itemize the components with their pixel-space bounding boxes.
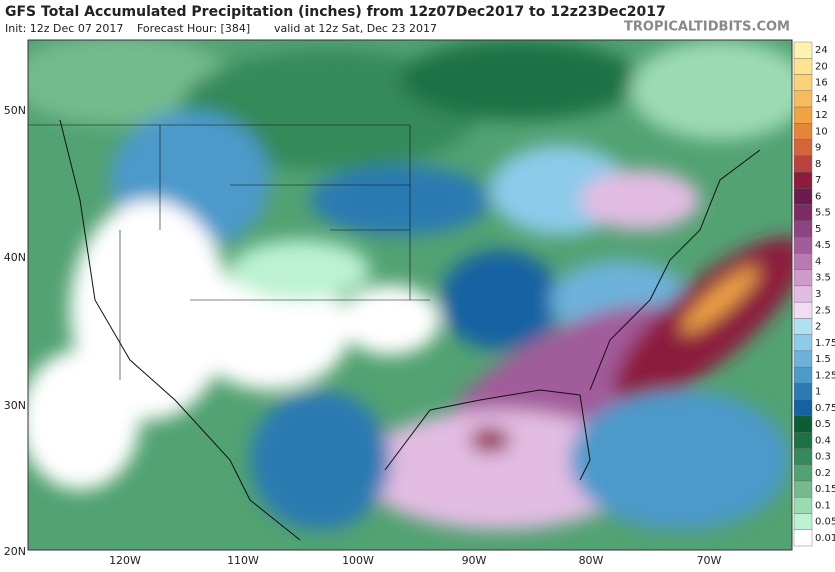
colorbar-label: 0.1 [815,500,831,511]
colorbar-swatch [793,171,813,189]
colorbar-swatch [793,464,813,482]
colorbar-swatch [793,513,813,530]
colorbar-label: 12 [815,110,828,121]
colorbar-label: 1.75 [815,338,835,349]
colorbar-label: 3.5 [815,273,831,284]
colorbar-label: 1.5 [815,354,831,365]
borders [28,124,430,380]
colorbar-swatch [793,139,813,157]
watermark: TROPICALTIDBITS.COM [624,20,790,35]
colorbar-label: 14 [815,94,828,105]
lat-label: 30N [4,399,26,412]
lon-label: 70W [697,554,722,567]
lon-label: 110W [227,554,259,567]
colorbar-label: 5.5 [815,208,831,219]
colorbar-label: 0.75 [815,403,835,414]
colorbar-swatch [793,41,813,59]
lon-label: 100W [342,554,374,567]
colorbar-swatch [793,431,813,449]
colorbar-label: 0.05 [815,517,835,528]
colorbar-label: 7 [815,175,821,186]
colorbar-swatch [793,106,813,124]
colorbar-label: 10 [815,126,828,137]
precip-map [28,40,792,550]
colorbar-label: 2.5 [815,305,831,316]
colorbar-swatch [793,253,813,270]
colorbar-label: 0.4 [815,435,831,446]
colorbar-swatch [793,497,813,514]
lon-label: 120W [109,554,141,567]
colorbar-swatch [793,220,813,238]
colorbar-swatch [793,529,813,547]
colorbar-label: 16 [815,78,828,89]
map-frame [27,39,793,551]
lon-label: 90W [462,554,487,567]
colorbar-swatch [793,285,813,303]
lat-label: 20N [4,545,26,558]
coastline [59,119,761,541]
lon-label: 80W [579,554,604,567]
colorbar-swatch [793,350,813,368]
colorbar-swatch [793,318,813,335]
valid-time: valid at 12z Sat, Dec 23 2017 [274,22,437,35]
colorbar-label: 0.01 [815,533,835,544]
title: GFS Total Accumulated Precipitation (inc… [5,4,666,20]
colorbar-label: 6 [815,191,821,202]
colorbar-swatch [793,58,813,75]
colorbar-label: 4 [815,256,821,267]
colorbar-label: 3 [815,289,821,300]
colorbar-label: 1.25 [815,370,835,381]
colorbar-swatch [793,90,813,108]
colorbar-swatch [793,448,813,465]
colorbar-swatch [793,480,813,498]
colorbar-swatch [793,383,813,400]
colorbar-swatch [793,155,813,173]
colorbar-label: 5 [815,224,821,235]
colorbar-swatch [793,269,813,287]
colorbar-swatch [793,188,813,205]
colorbar-swatch [793,204,813,222]
colorbar-swatch [793,74,813,91]
colorbar-label: 0.3 [815,452,831,463]
init: Init: 12z Dec 07 2017 [5,22,123,35]
colorbar-swatch [793,399,813,417]
colorbar-swatch [793,301,813,319]
colorbar-label: 9 [815,143,821,154]
colorbar-swatch [793,334,813,352]
colorbar-swatch [793,236,813,254]
colorbar-label: 0.2 [815,468,831,479]
lat-label: 40N [4,251,26,264]
colorbar-label: 0.15 [815,484,835,495]
colorbar-label: 0.5 [815,419,831,430]
colorbar-swatch [793,123,813,140]
colorbar-label: 1 [815,387,821,398]
colorbar-label: 2 [815,322,821,333]
forecast-hour: Forecast Hour: [384] [137,22,250,35]
colorbar-label: 20 [815,61,828,72]
colorbar-label: 8 [815,159,821,170]
colorbar-swatch [793,366,813,384]
lat-label: 50N [4,104,26,117]
colorbar-label: 4.5 [815,240,831,251]
colorbar-swatch [793,415,813,433]
colorbar-label: 24 [815,45,828,56]
